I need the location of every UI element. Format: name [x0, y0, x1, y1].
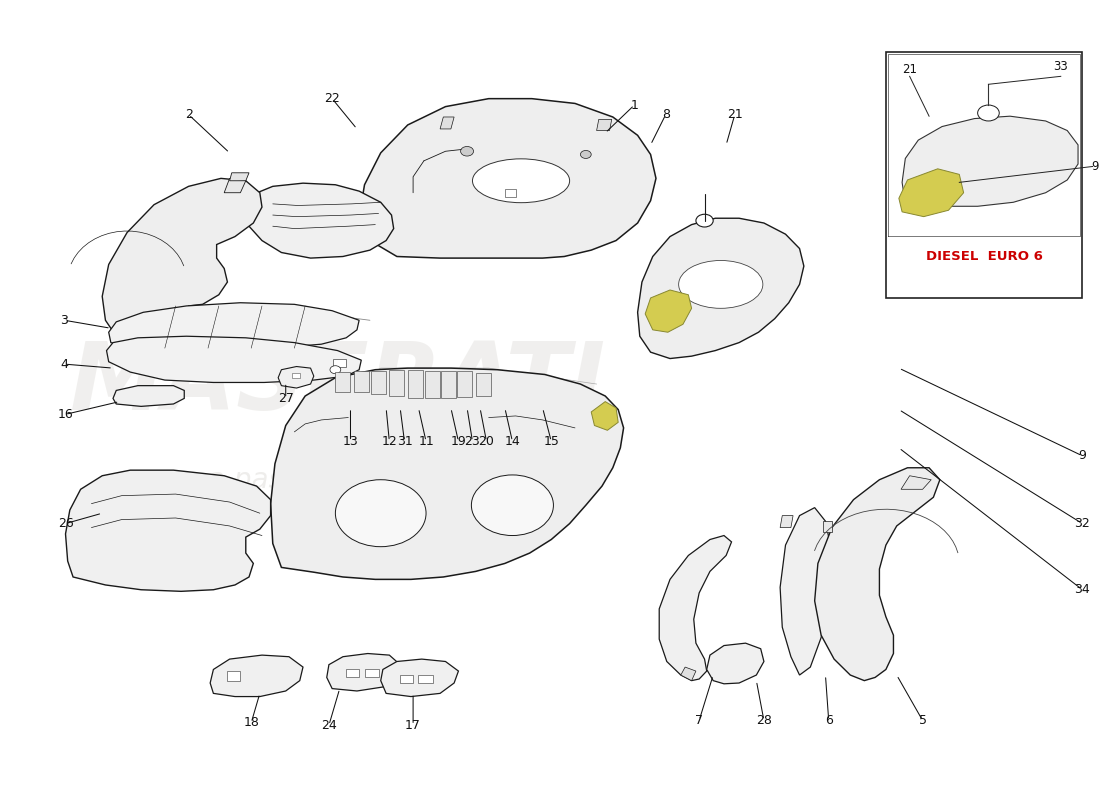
Text: 13: 13	[342, 435, 359, 448]
Polygon shape	[638, 218, 804, 358]
Polygon shape	[596, 119, 612, 130]
Text: 6: 6	[825, 714, 833, 727]
Polygon shape	[901, 476, 932, 490]
Circle shape	[472, 475, 553, 535]
Circle shape	[336, 480, 426, 546]
Polygon shape	[505, 189, 516, 197]
Polygon shape	[591, 402, 618, 430]
Polygon shape	[659, 535, 732, 681]
Text: 28: 28	[756, 714, 772, 727]
Polygon shape	[780, 508, 832, 675]
Text: a passion for parts: a passion for parts	[208, 466, 468, 494]
Polygon shape	[346, 670, 359, 678]
Polygon shape	[336, 372, 351, 392]
Text: 9: 9	[1091, 160, 1099, 173]
Ellipse shape	[679, 261, 762, 308]
Polygon shape	[389, 370, 405, 396]
Polygon shape	[364, 670, 378, 678]
Circle shape	[330, 366, 341, 374]
Polygon shape	[646, 290, 692, 332]
Polygon shape	[293, 373, 300, 378]
Text: 20: 20	[478, 435, 494, 448]
Circle shape	[581, 150, 591, 158]
Circle shape	[461, 146, 473, 156]
Text: 17: 17	[405, 718, 421, 732]
Polygon shape	[780, 515, 793, 527]
Polygon shape	[228, 671, 241, 681]
Polygon shape	[224, 178, 245, 193]
Polygon shape	[107, 336, 361, 382]
Text: 23: 23	[464, 435, 481, 448]
Polygon shape	[440, 117, 454, 129]
Polygon shape	[400, 675, 414, 683]
Text: 22: 22	[324, 92, 340, 105]
Text: 9: 9	[1078, 450, 1087, 462]
Text: 32: 32	[1075, 517, 1090, 530]
Text: 33: 33	[1040, 98, 1056, 111]
Text: MASERATI: MASERATI	[69, 338, 606, 430]
Polygon shape	[706, 643, 763, 684]
Polygon shape	[418, 675, 432, 683]
Text: 21: 21	[727, 108, 742, 121]
Text: 4: 4	[60, 358, 68, 370]
Circle shape	[696, 214, 713, 227]
Polygon shape	[271, 368, 624, 579]
Polygon shape	[327, 654, 400, 691]
Text: 16: 16	[57, 408, 74, 421]
Polygon shape	[354, 371, 368, 392]
Text: 31: 31	[397, 435, 412, 448]
Text: 11: 11	[418, 435, 433, 448]
Text: 3: 3	[60, 314, 68, 326]
Text: DIESEL  EURO 6: DIESEL EURO 6	[926, 250, 1043, 263]
Text: 24: 24	[321, 718, 337, 732]
Text: 18: 18	[243, 716, 260, 730]
Text: 8: 8	[662, 108, 670, 121]
Text: 2: 2	[185, 108, 192, 121]
Polygon shape	[408, 370, 422, 398]
Text: 7: 7	[695, 714, 703, 727]
Text: 5: 5	[918, 714, 926, 727]
Polygon shape	[681, 667, 696, 681]
Polygon shape	[425, 370, 440, 398]
Polygon shape	[441, 370, 456, 398]
Text: 34: 34	[1075, 583, 1090, 596]
Polygon shape	[245, 183, 394, 258]
Polygon shape	[475, 373, 491, 396]
Text: 14: 14	[505, 435, 520, 448]
Polygon shape	[458, 371, 473, 397]
Text: 15: 15	[543, 435, 559, 448]
Polygon shape	[113, 386, 185, 406]
Circle shape	[978, 105, 999, 121]
Polygon shape	[359, 98, 656, 258]
Polygon shape	[210, 655, 302, 697]
Text: 21: 21	[902, 63, 917, 77]
Polygon shape	[902, 116, 1078, 206]
FancyBboxPatch shape	[886, 53, 1082, 298]
Text: 12: 12	[382, 435, 397, 448]
Text: 33: 33	[1054, 60, 1068, 74]
Polygon shape	[823, 521, 832, 531]
Polygon shape	[333, 358, 346, 366]
Polygon shape	[230, 173, 249, 181]
Text: 27: 27	[278, 392, 294, 405]
Polygon shape	[278, 366, 314, 388]
Polygon shape	[109, 302, 359, 350]
Text: 26: 26	[57, 517, 74, 530]
Polygon shape	[371, 370, 386, 394]
Ellipse shape	[473, 159, 570, 202]
Polygon shape	[381, 659, 459, 697]
Text: 1: 1	[630, 98, 638, 111]
Text: 19: 19	[451, 435, 466, 448]
Polygon shape	[102, 178, 262, 342]
Polygon shape	[66, 470, 271, 591]
Polygon shape	[899, 169, 964, 217]
Polygon shape	[815, 468, 939, 681]
